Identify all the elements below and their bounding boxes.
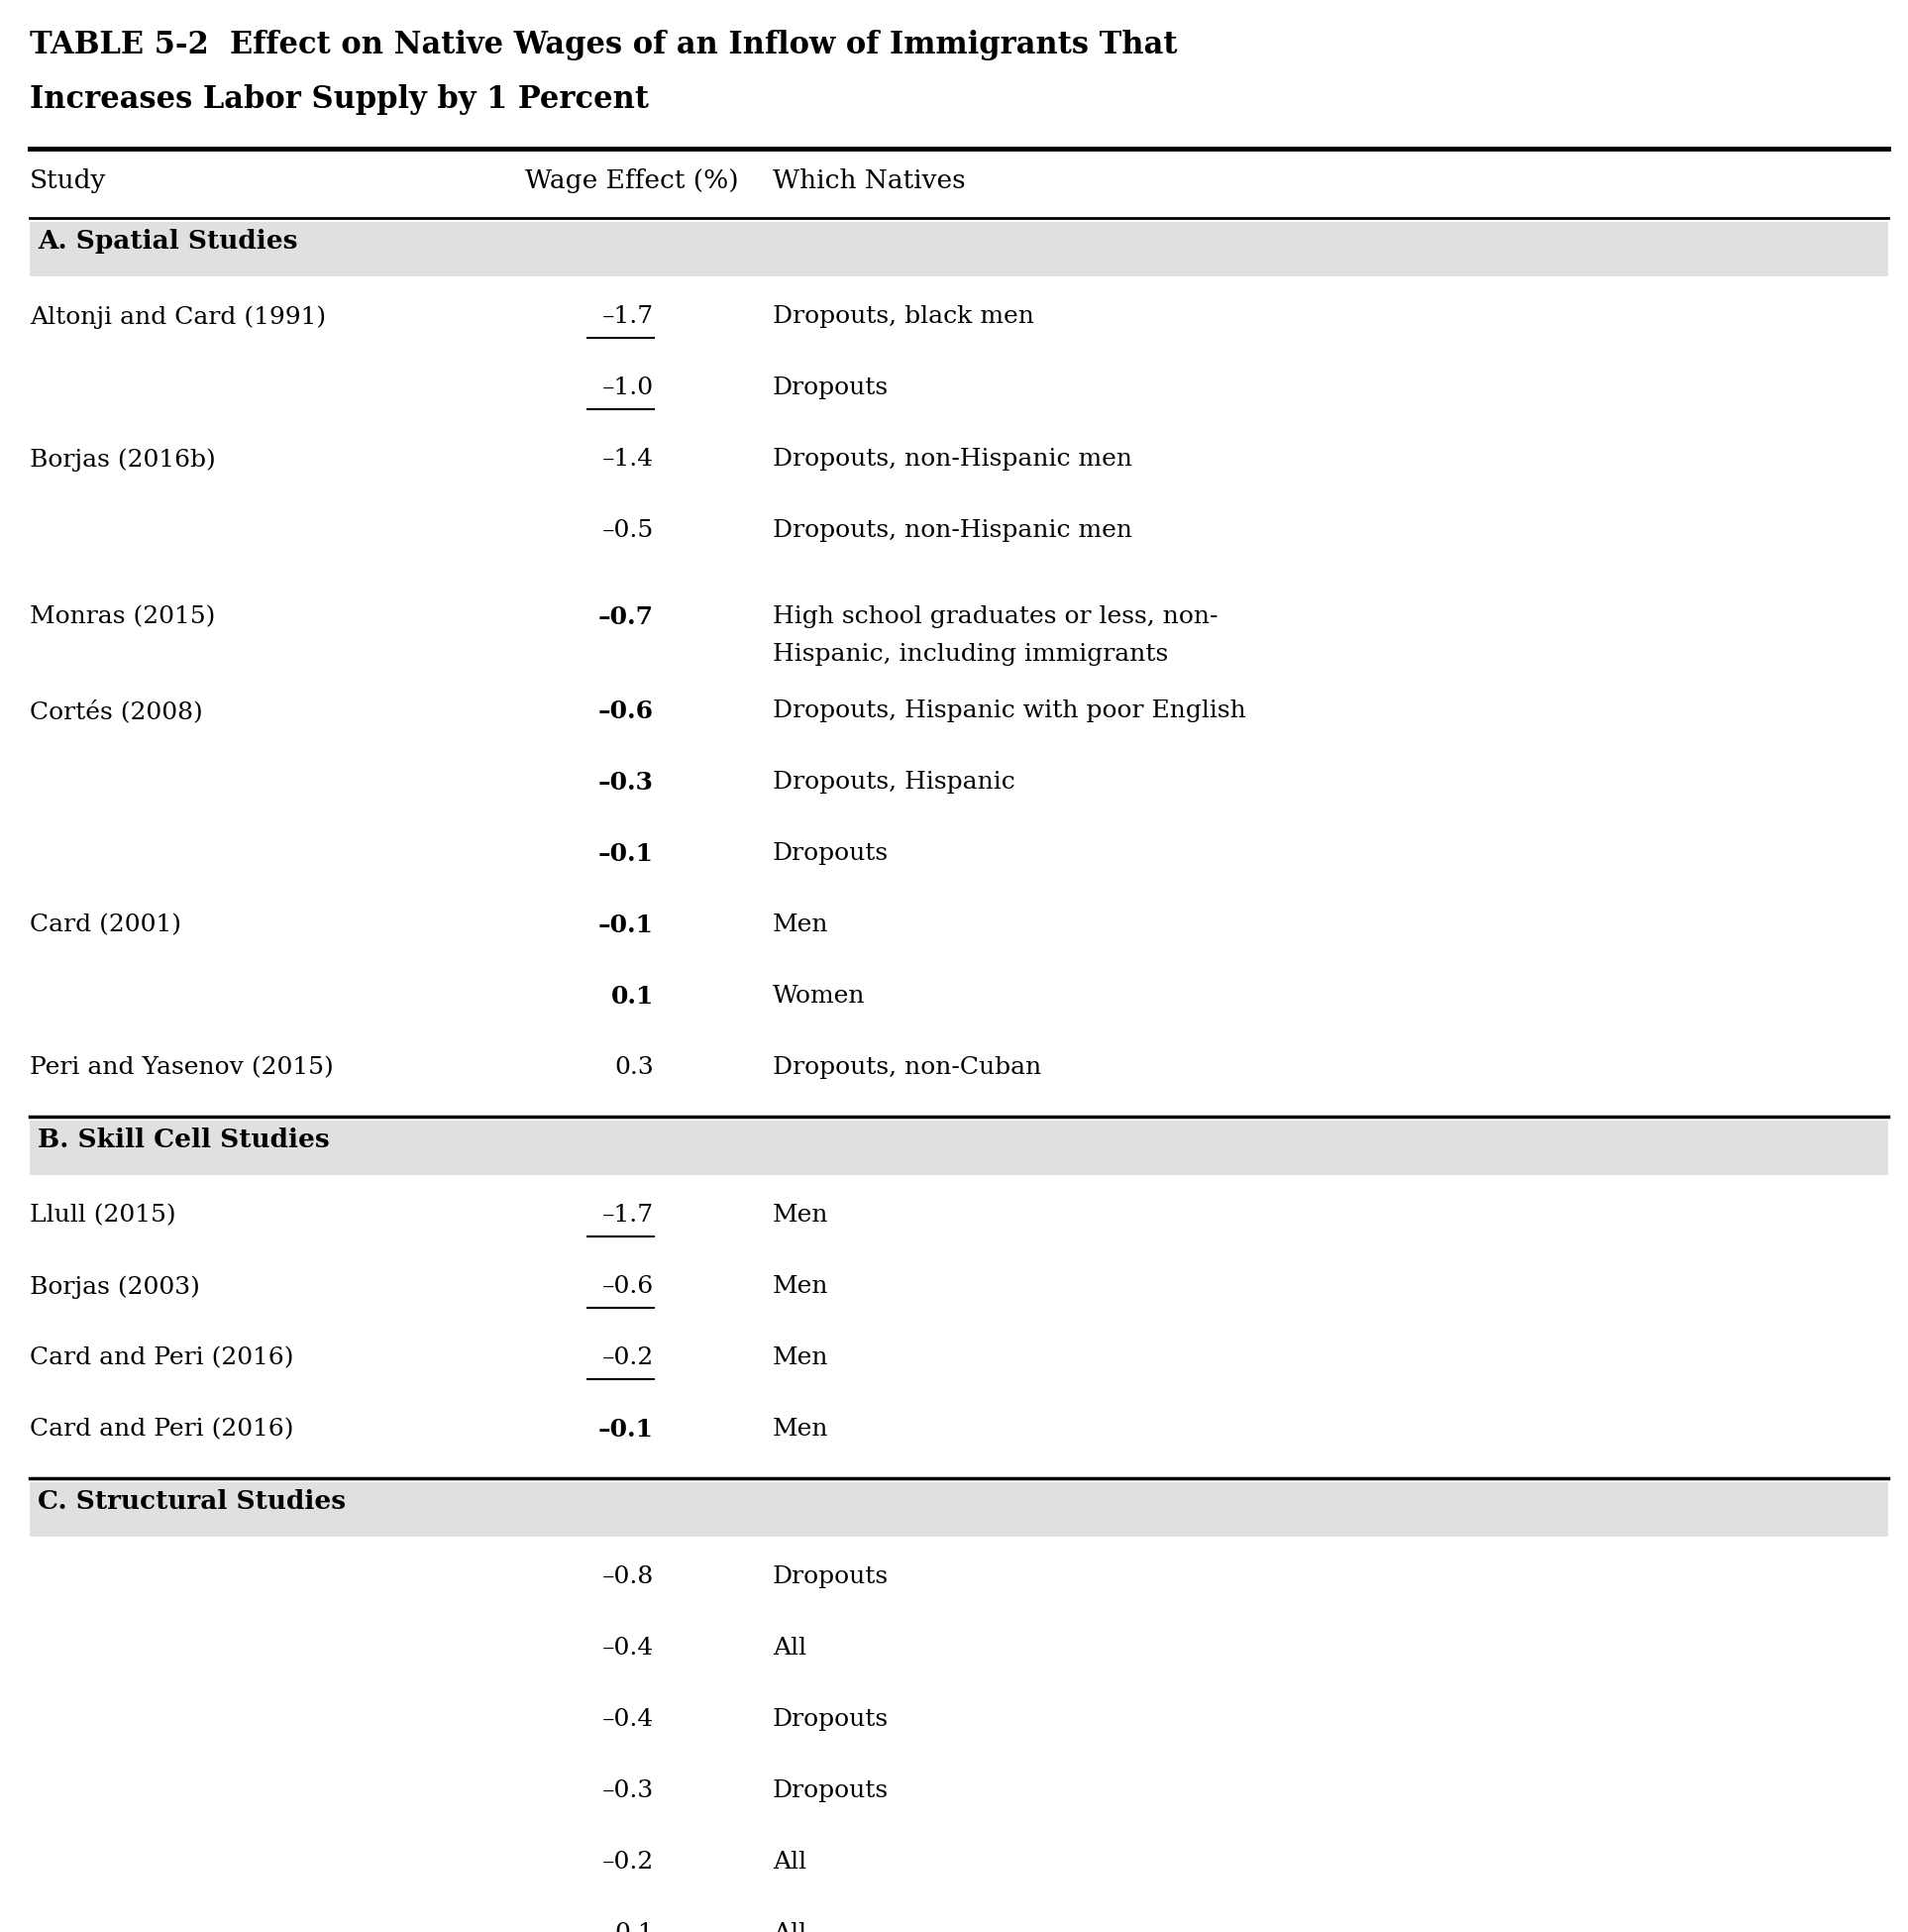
- Text: C. Structural Studies: C. Structural Studies: [38, 1490, 345, 1515]
- Text: Men: Men: [773, 1347, 828, 1370]
- Text: All: All: [773, 1922, 807, 1932]
- Text: 0.1: 0.1: [614, 1922, 654, 1932]
- Text: Increases Labor Supply by 1 Percent: Increases Labor Supply by 1 Percent: [31, 85, 649, 114]
- Text: Dropouts, black men: Dropouts, black men: [773, 305, 1034, 328]
- Text: –1.0: –1.0: [603, 377, 654, 400]
- Text: Hispanic, including immigrants: Hispanic, including immigrants: [773, 643, 1168, 667]
- Text: Study: Study: [31, 168, 107, 193]
- Text: B. Skill Cell Studies: B. Skill Cell Studies: [38, 1128, 330, 1151]
- Text: –0.4: –0.4: [603, 1636, 654, 1660]
- Text: –0.7: –0.7: [599, 605, 654, 630]
- Text: Monras (2015): Monras (2015): [31, 605, 216, 628]
- Text: Men: Men: [773, 1275, 828, 1298]
- Text: Card and Peri (2016): Card and Peri (2016): [31, 1418, 294, 1441]
- Text: A. Spatial Studies: A. Spatial Studies: [38, 228, 298, 253]
- Bar: [31, 1121, 1889, 1175]
- Text: Dropouts: Dropouts: [773, 1779, 889, 1803]
- Text: –0.5: –0.5: [603, 520, 654, 543]
- Text: –1.7: –1.7: [603, 305, 654, 328]
- Text: Dropouts: Dropouts: [773, 377, 889, 400]
- Text: –0.6: –0.6: [599, 699, 654, 724]
- Text: Cortés (2008): Cortés (2008): [31, 699, 202, 723]
- Bar: [31, 222, 1889, 276]
- Text: –0.6: –0.6: [603, 1275, 654, 1298]
- Text: Dropouts, Hispanic: Dropouts, Hispanic: [773, 771, 1015, 794]
- Text: Llull (2015): Llull (2015): [31, 1204, 176, 1227]
- Text: Women: Women: [773, 985, 866, 1009]
- Text: High school graduates or less, non-: High school graduates or less, non-: [773, 605, 1217, 628]
- Text: TABLE 5-2  Effect on Native Wages of an Inflow of Immigrants That: TABLE 5-2 Effect on Native Wages of an I…: [31, 29, 1177, 60]
- Bar: [31, 1482, 1889, 1536]
- Text: –0.2: –0.2: [603, 1851, 654, 1874]
- Text: 0.1: 0.1: [611, 985, 654, 1009]
- Text: –0.2: –0.2: [603, 1347, 654, 1370]
- Text: Card and Peri (2016): Card and Peri (2016): [31, 1347, 294, 1370]
- Text: Dropouts, Hispanic with poor English: Dropouts, Hispanic with poor English: [773, 699, 1246, 723]
- Text: –1.4: –1.4: [603, 448, 654, 471]
- Text: –1.7: –1.7: [603, 1204, 654, 1227]
- Text: Dropouts, non-Hispanic men: Dropouts, non-Hispanic men: [773, 448, 1131, 471]
- Text: All: All: [773, 1636, 807, 1660]
- Text: Which Natives: Which Natives: [773, 168, 965, 193]
- Text: Card (2001): Card (2001): [31, 914, 181, 937]
- Text: Dropouts, non-Hispanic men: Dropouts, non-Hispanic men: [773, 520, 1131, 543]
- Text: All: All: [773, 1851, 807, 1874]
- Text: Altonji and Card (1991): Altonji and Card (1991): [31, 305, 326, 328]
- Text: Men: Men: [773, 914, 828, 937]
- Text: Peri and Yasenov (2015): Peri and Yasenov (2015): [31, 1057, 334, 1080]
- Text: Dropouts: Dropouts: [773, 1708, 889, 1731]
- Text: –0.3: –0.3: [599, 771, 654, 794]
- Text: –0.1: –0.1: [599, 1418, 654, 1441]
- Text: –0.1: –0.1: [599, 914, 654, 937]
- Text: Men: Men: [773, 1418, 828, 1441]
- Text: –0.3: –0.3: [603, 1779, 654, 1803]
- Text: Men: Men: [773, 1204, 828, 1227]
- Text: Borjas (2016b): Borjas (2016b): [31, 448, 216, 471]
- Text: –0.8: –0.8: [603, 1565, 654, 1588]
- Text: –0.4: –0.4: [603, 1708, 654, 1731]
- Text: Dropouts, non-Cuban: Dropouts, non-Cuban: [773, 1057, 1042, 1080]
- Text: Dropouts: Dropouts: [773, 1565, 889, 1588]
- Text: 0.3: 0.3: [614, 1057, 654, 1080]
- Text: Wage Effect (%): Wage Effect (%): [525, 168, 738, 193]
- Text: Borjas (2003): Borjas (2003): [31, 1275, 200, 1298]
- Text: –0.1: –0.1: [599, 842, 654, 866]
- Text: Dropouts: Dropouts: [773, 842, 889, 866]
